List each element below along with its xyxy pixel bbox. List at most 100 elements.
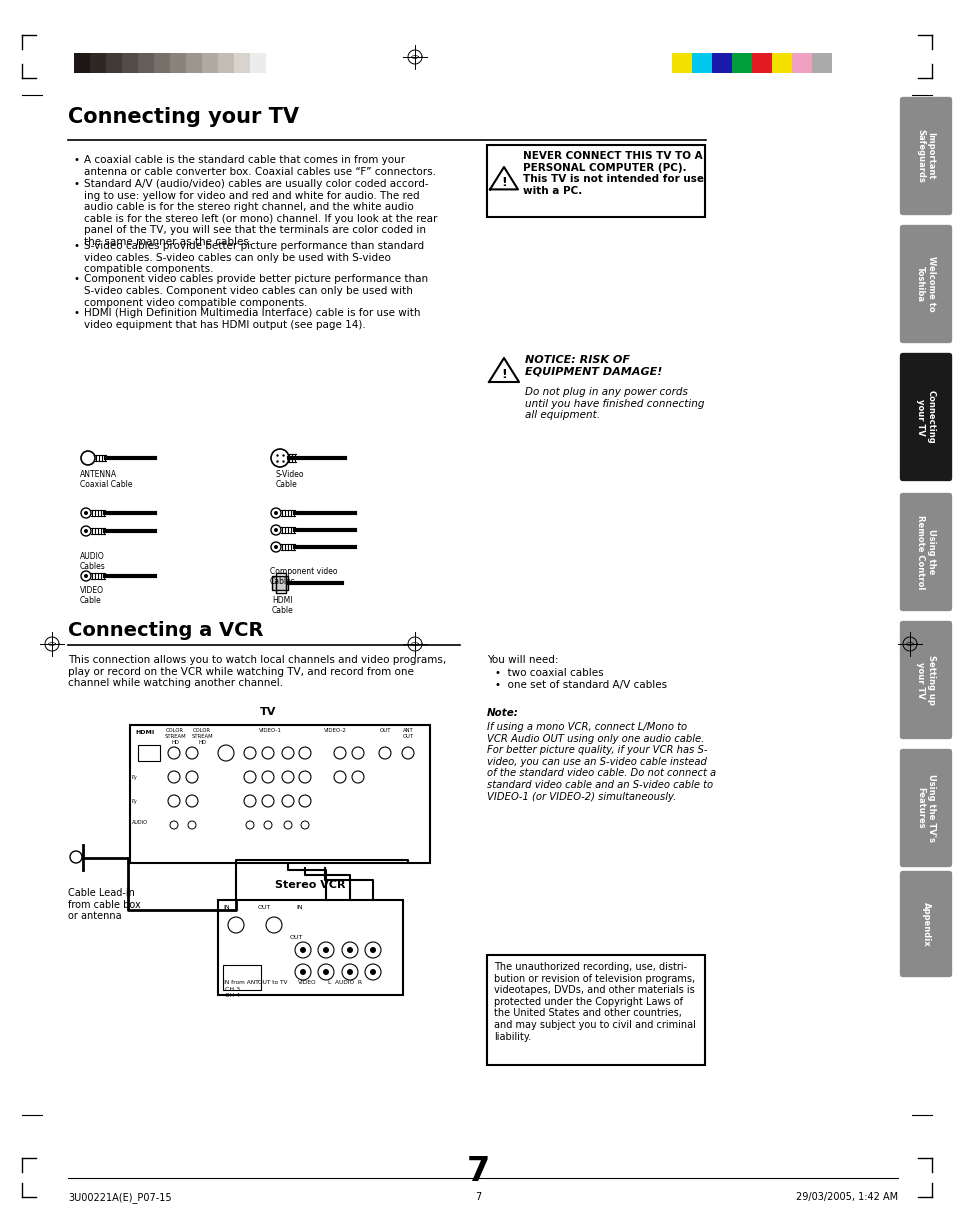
- FancyBboxPatch shape: [898, 748, 952, 868]
- Bar: [275, 573, 286, 593]
- Bar: [711, 53, 731, 73]
- Text: NOTICE: RISK OF
EQUIPMENT DAMAGE!: NOTICE: RISK OF EQUIPMENT DAMAGE!: [524, 355, 661, 377]
- Text: HDMI (High Definition Multimedia Interface) cable is for use with
video equipmen: HDMI (High Definition Multimedia Interfa…: [84, 308, 420, 329]
- Text: 3U00221A(E)_P07-15: 3U00221A(E)_P07-15: [68, 1192, 172, 1203]
- Text: •  two coaxial cables: • two coaxial cables: [495, 668, 603, 678]
- FancyBboxPatch shape: [898, 620, 952, 740]
- Bar: [90, 53, 106, 73]
- Text: •: •: [74, 308, 80, 318]
- FancyBboxPatch shape: [898, 96, 952, 216]
- Text: Py: Py: [132, 799, 137, 804]
- Text: OUT: OUT: [290, 935, 303, 940]
- Text: •: •: [74, 241, 80, 251]
- Bar: [218, 53, 233, 73]
- Text: VIDEO-1: VIDEO-1: [258, 728, 281, 733]
- Text: VIDEO-2: VIDEO-2: [323, 728, 346, 733]
- Text: OUT: OUT: [257, 905, 271, 909]
- Bar: [811, 53, 831, 73]
- Text: ANTENNA
Coaxial Cable: ANTENNA Coaxial Cable: [80, 470, 132, 489]
- Circle shape: [323, 969, 329, 975]
- Text: TV: TV: [259, 707, 276, 717]
- Text: 7: 7: [466, 1155, 489, 1188]
- Text: COLOR
STREAM
HD: COLOR STREAM HD: [191, 728, 213, 745]
- Circle shape: [84, 511, 88, 515]
- Bar: [731, 53, 751, 73]
- Bar: [486, 955, 704, 1064]
- Text: •: •: [74, 155, 80, 165]
- Bar: [153, 53, 170, 73]
- Text: Using the TV's
Features: Using the TV's Features: [915, 774, 935, 842]
- Text: Cable Lead-in
from cable box
or antenna: Cable Lead-in from cable box or antenna: [68, 888, 141, 922]
- Text: OUT: OUT: [380, 728, 392, 733]
- Circle shape: [299, 969, 306, 975]
- Bar: [250, 53, 266, 73]
- FancyBboxPatch shape: [898, 492, 952, 612]
- Text: Connecting a VCR: Connecting a VCR: [68, 621, 263, 639]
- Text: Welcome to
Toshiba: Welcome to Toshiba: [915, 257, 935, 311]
- Text: •  one set of standard A/V cables: • one set of standard A/V cables: [495, 681, 666, 690]
- Bar: [202, 53, 218, 73]
- Circle shape: [274, 545, 277, 549]
- Text: You will need:: You will need:: [486, 655, 558, 665]
- Text: COLOR
STREAM
HD: COLOR STREAM HD: [164, 728, 186, 745]
- Text: Connecting
your TV: Connecting your TV: [915, 390, 935, 444]
- Circle shape: [347, 969, 353, 975]
- Bar: [486, 145, 704, 217]
- Circle shape: [274, 528, 277, 532]
- Circle shape: [323, 947, 329, 953]
- Circle shape: [370, 969, 375, 975]
- Text: Setting up
your TV: Setting up your TV: [915, 655, 935, 705]
- FancyBboxPatch shape: [898, 352, 952, 482]
- Bar: [130, 725, 430, 863]
- Text: Appendix: Appendix: [921, 902, 929, 946]
- Bar: [106, 53, 122, 73]
- Text: AUDIO: AUDIO: [132, 820, 148, 825]
- Circle shape: [84, 574, 88, 578]
- Circle shape: [370, 947, 375, 953]
- Text: HDMI: HDMI: [135, 730, 154, 735]
- Text: VIDEO
Cable: VIDEO Cable: [80, 586, 104, 606]
- Bar: [272, 576, 288, 590]
- Bar: [671, 53, 691, 73]
- Text: If using a mono VCR, connect L/Mono to
VCR Audio OUT using only one audio cable.: If using a mono VCR, connect L/Mono to V…: [486, 722, 716, 802]
- Bar: [771, 53, 791, 73]
- Text: HDMI
Cable: HDMI Cable: [272, 596, 294, 615]
- Text: Py: Py: [132, 775, 137, 780]
- Text: Using the
Remote Control: Using the Remote Control: [915, 515, 935, 590]
- Text: IN: IN: [295, 905, 302, 909]
- Text: S-video cables provide better picture performance than standard
video cables. S-: S-video cables provide better picture pe…: [84, 241, 424, 274]
- Bar: [791, 53, 811, 73]
- Bar: [691, 53, 711, 73]
- Circle shape: [274, 511, 277, 515]
- Bar: [751, 53, 771, 73]
- Text: 7: 7: [475, 1192, 480, 1203]
- Text: AUDIO
Cables: AUDIO Cables: [80, 552, 106, 572]
- Bar: [138, 53, 153, 73]
- Text: OUT to TV: OUT to TV: [257, 980, 287, 985]
- FancyBboxPatch shape: [898, 224, 952, 344]
- Text: A coaxial cable is the standard cable that comes in from your
antenna or cable c: A coaxial cable is the standard cable th…: [84, 155, 436, 177]
- Bar: [186, 53, 202, 73]
- Bar: [74, 53, 90, 73]
- Bar: [138, 745, 160, 761]
- Circle shape: [84, 529, 88, 533]
- FancyBboxPatch shape: [898, 869, 952, 978]
- Text: S-Video
Cable: S-Video Cable: [275, 470, 304, 489]
- Text: ANT
OUT: ANT OUT: [402, 728, 414, 739]
- Bar: [223, 965, 261, 991]
- Text: Connecting your TV: Connecting your TV: [68, 107, 298, 127]
- Bar: [218, 900, 402, 995]
- Text: CH 3
CH 4: CH 3 CH 4: [225, 987, 240, 998]
- Text: This connection allows you to watch local channels and video programs,
play or r: This connection allows you to watch loca…: [68, 655, 446, 688]
- Text: Important
Safeguards: Important Safeguards: [915, 130, 935, 183]
- Bar: [122, 53, 138, 73]
- Text: IN from ANT: IN from ANT: [223, 980, 258, 985]
- Text: 29/03/2005, 1:42 AM: 29/03/2005, 1:42 AM: [795, 1192, 897, 1203]
- Text: Stereo VCR: Stereo VCR: [275, 880, 345, 890]
- Text: VIDEO: VIDEO: [297, 980, 316, 985]
- Text: Standard A/V (audio/video) cables are usually color coded accord-
ing to use: ye: Standard A/V (audio/video) cables are us…: [84, 179, 436, 247]
- Text: IN: IN: [223, 905, 230, 909]
- Text: Component video cables provide better picture performance than
S-video cables. C: Component video cables provide better pi…: [84, 275, 428, 308]
- Text: The unauthorized recording, use, distri-
bution or revision of television progra: The unauthorized recording, use, distri-…: [494, 962, 695, 1041]
- Text: •: •: [74, 179, 80, 189]
